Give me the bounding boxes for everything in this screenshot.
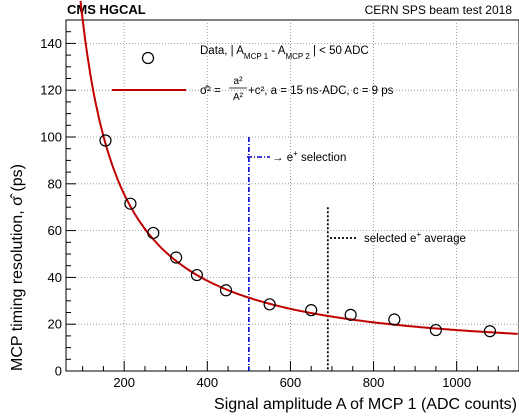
experiment-label: CMS HGCAL bbox=[67, 2, 146, 17]
y-tick-label: 120 bbox=[40, 83, 62, 98]
data-point bbox=[170, 251, 183, 264]
data-point bbox=[99, 134, 112, 147]
legend-data-label: Data, | AMCP 1 - AMCP 2 | < 50 ADC bbox=[200, 45, 369, 61]
x-tick-label: 800 bbox=[363, 375, 385, 390]
x-tick-label: 200 bbox=[113, 375, 135, 390]
data-point bbox=[483, 325, 497, 338]
y-tick-label: 100 bbox=[40, 130, 62, 145]
x-tick-label: 1000 bbox=[442, 375, 471, 390]
data-point bbox=[388, 313, 401, 326]
x-axis-ticks: 200 400 600 800 1000 bbox=[82, 361, 499, 390]
x-axis-label: Signal amplitude A of MCP 1 (ADC counts) bbox=[214, 396, 517, 413]
legend-fit-numerator: a² bbox=[234, 76, 244, 87]
data-points bbox=[99, 134, 497, 338]
beam-test-label: CERN SPS beam test 2018 bbox=[365, 3, 513, 17]
data-point bbox=[344, 308, 357, 321]
data-point bbox=[124, 197, 137, 210]
data-point bbox=[219, 284, 233, 297]
data-point bbox=[190, 268, 204, 282]
y-tick-label: 80 bbox=[48, 176, 62, 191]
data-point bbox=[147, 226, 160, 240]
legend-fit-denominator: A² bbox=[233, 92, 244, 103]
y-tick-label: 40 bbox=[48, 270, 62, 285]
legend: Data, | AMCP 1 - AMCP 2 | < 50 ADC σ̂² =… bbox=[112, 45, 466, 245]
plot-frame bbox=[65, 19, 519, 372]
legend-average-label: selected e+ average bbox=[364, 230, 466, 245]
data-point bbox=[263, 298, 276, 311]
data-point bbox=[429, 323, 442, 337]
y-tick-label: 20 bbox=[48, 317, 62, 332]
fit-curve bbox=[79, 0, 518, 335]
legend-fit-lhs: σ̂² = bbox=[200, 85, 221, 97]
x-tick-label: 600 bbox=[280, 375, 302, 390]
y-tick-label: 0 bbox=[55, 364, 62, 379]
y-tick-label: 140 bbox=[40, 36, 62, 51]
y-axis-label: MCP timing resolution, σ̂ (ps) bbox=[9, 164, 26, 371]
y-axis-ticks: 0 20 40 60 80 100 120 140 bbox=[40, 31, 76, 379]
data-point bbox=[305, 304, 318, 317]
x-tick-label: 400 bbox=[196, 375, 218, 390]
legend-fit-params: +c², a = 15 ns·ADC, c = 9 ps bbox=[248, 85, 394, 97]
legend-data-marker bbox=[141, 51, 155, 65]
y-tick-label: 60 bbox=[48, 223, 62, 238]
legend-selection-label: → e+ selection bbox=[272, 149, 346, 164]
